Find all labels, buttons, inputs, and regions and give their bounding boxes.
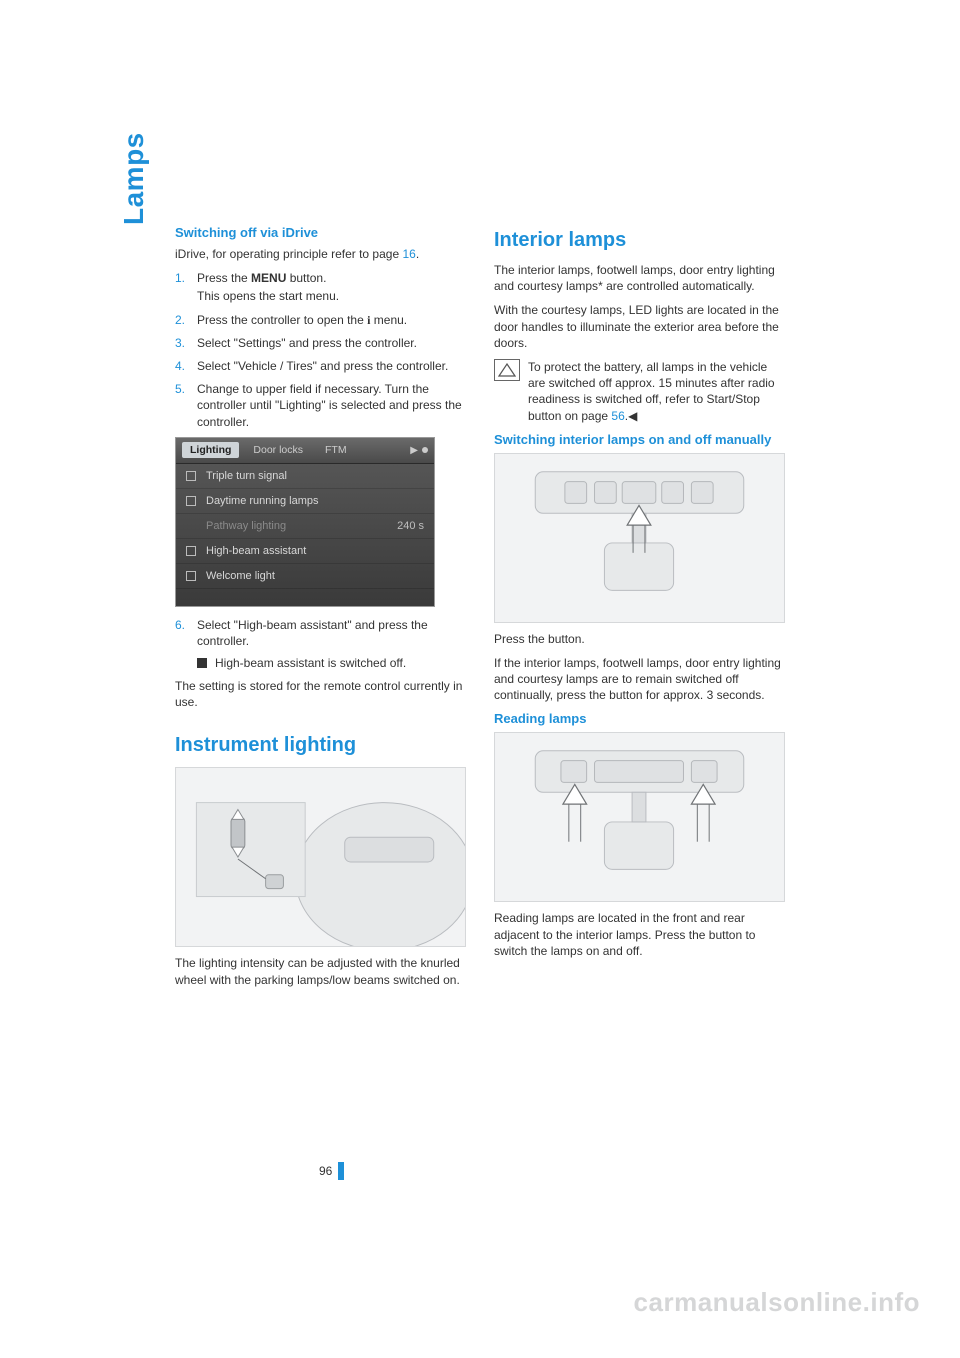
checkbox-icon	[186, 496, 196, 506]
idrive-row: Welcome light	[176, 564, 434, 589]
idrive-row: Daytime running lamps	[176, 489, 434, 514]
idrive-row-label: Daytime running lamps	[206, 495, 319, 507]
idrive-arrow-icon: ▶	[410, 445, 428, 456]
step-4: 4. Select "Vehicle / Tires" and press th…	[175, 358, 466, 374]
right-column: Interior lamps The interior lamps, footw…	[494, 225, 785, 996]
step-1: 1. Press the MENU button. This opens the…	[175, 270, 466, 304]
step-text: Select "Vehicle / Tires" and press the c…	[197, 359, 448, 373]
idrive-intro: iDrive, for operating principle refer to…	[175, 246, 466, 262]
filled-square-icon	[197, 658, 207, 668]
step-num: 5.	[175, 381, 185, 397]
checkbox-icon	[186, 471, 196, 481]
page-content: Switching off via iDrive iDrive, for ope…	[175, 225, 785, 996]
step-num: 3.	[175, 335, 185, 351]
idrive-tabs: Lighting Door locks FTM ▶	[176, 438, 434, 464]
interior-p1: The interior lamps, footwell lamps, door…	[494, 262, 785, 294]
idrive-row: Pathway lighting 240 s	[176, 514, 434, 539]
note-triangle-icon	[494, 359, 520, 381]
step-num: 4.	[175, 358, 185, 374]
idrive-row-label: Triple turn signal	[206, 470, 287, 482]
idrive-tab-ftm: FTM	[317, 442, 355, 458]
idrive-tab-doorlocks: Door locks	[245, 442, 311, 458]
press-button-text: Press the button.	[494, 631, 785, 647]
idrive-row: High-beam assistant	[176, 539, 434, 564]
note-pre: To protect the battery, all lamps in the…	[528, 360, 775, 423]
step-text: Press the	[197, 271, 251, 285]
step-text: Change to upper field if necessary. Turn…	[197, 382, 462, 428]
page-link-16[interactable]: 16	[402, 247, 415, 261]
reading-lamps-illustration	[494, 732, 785, 902]
interior-lamp-illustration	[494, 453, 785, 623]
heading-reading-lamps: Reading lamps	[494, 711, 785, 726]
menu-bold: MENU	[251, 271, 286, 285]
checkbox-icon	[186, 546, 196, 556]
interior-p3: If the interior lamps, footwell lamps, d…	[494, 655, 785, 704]
idrive-row: Triple turn signal	[176, 464, 434, 489]
interior-p2: With the courtesy lamps, LED lights are …	[494, 302, 785, 351]
step-text: Select "Settings" and press the controll…	[197, 336, 417, 350]
end-triangle-icon: ◀	[628, 409, 637, 423]
page-link-56[interactable]: 56	[611, 409, 624, 423]
heading-switch-interior-manual: Switching interior lamps on and off manu…	[494, 432, 785, 447]
setting-stored-text: The setting is stored for the remote con…	[175, 678, 466, 710]
page-number-bar	[338, 1162, 344, 1180]
left-column: Switching off via iDrive iDrive, for ope…	[175, 225, 466, 996]
idrive-tab-lighting: Lighting	[182, 442, 239, 458]
idrive-row-label: Pathway lighting	[206, 520, 286, 532]
step-text-post: menu.	[370, 313, 407, 327]
step-6: 6. Select "High-beam assistant" and pres…	[175, 617, 466, 649]
step-text: Select "High-beam assistant" and press t…	[197, 618, 428, 648]
battery-note: To protect the battery, all lamps in the…	[494, 359, 785, 424]
step-2: 2. Press the controller to open the i me…	[175, 312, 466, 328]
side-tab: Lamps	[118, 132, 150, 225]
step-1-sub: This opens the start menu.	[197, 288, 466, 304]
step-num: 1.	[175, 270, 185, 286]
step-text-pre: Press the controller to open the	[197, 313, 367, 327]
page-number-value: 96	[319, 1164, 332, 1178]
page-number: 96	[319, 1162, 344, 1180]
watermark: carmanualsonline.info	[634, 1287, 920, 1318]
heading-interior-lamps: Interior lamps	[494, 229, 785, 252]
battery-note-text: To protect the battery, all lamps in the…	[528, 359, 785, 424]
instrument-lighting-illustration	[175, 767, 466, 947]
idrive-row-label: Welcome light	[206, 570, 275, 582]
idrive-row-value: 240 s	[397, 520, 424, 532]
step-6-result: High-beam assistant is switched off.	[175, 656, 466, 670]
heading-switching-off: Switching off via iDrive	[175, 225, 466, 240]
step-3: 3. Select "Settings" and press the contr…	[175, 335, 466, 351]
step-num: 2.	[175, 312, 185, 328]
checkbox-icon	[186, 571, 196, 581]
step-6-result-text: High-beam assistant is switched off.	[215, 656, 406, 670]
step-text-post: button.	[286, 271, 326, 285]
idrive-row-label: High-beam assistant	[206, 545, 306, 557]
heading-instrument-lighting: Instrument lighting	[175, 734, 466, 757]
reading-caption: Reading lamps are located in the front a…	[494, 910, 785, 959]
step-5: 5. Change to upper field if necessary. T…	[175, 381, 466, 430]
steps-list: 1. Press the MENU button. This opens the…	[175, 270, 466, 430]
idrive-screenshot: Lighting Door locks FTM ▶ Triple turn si…	[175, 437, 435, 607]
idrive-intro-suffix: .	[416, 247, 419, 261]
step-num: 6.	[175, 617, 185, 633]
steps-list-6: 6. Select "High-beam assistant" and pres…	[175, 617, 466, 649]
idrive-intro-prefix: iDrive, for operating principle refer to…	[175, 247, 402, 261]
interior-p1-post: are controlled automatically.	[603, 279, 755, 293]
instrument-caption: The lighting intensity can be adjusted w…	[175, 955, 466, 987]
